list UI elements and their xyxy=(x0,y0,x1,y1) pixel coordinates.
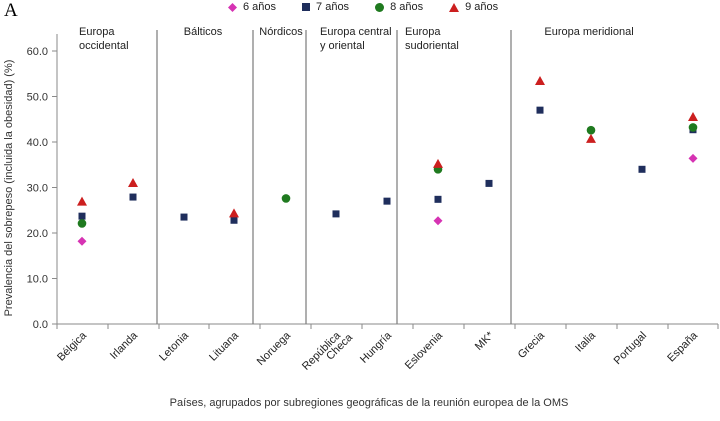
legend-label-6: 6 años xyxy=(243,1,277,13)
marker-triangle xyxy=(128,177,138,187)
x-tick-label: Portugal xyxy=(612,330,649,367)
marker-diamond xyxy=(77,236,87,246)
legend-item-8: 8 años xyxy=(375,0,423,14)
x-tick-label: Noruega xyxy=(255,329,294,368)
x-tick-label: Lituana xyxy=(207,329,242,364)
x-tick-label: Hungría xyxy=(358,329,395,366)
circle-marker-icon xyxy=(375,2,385,12)
region-label: Europa meridional xyxy=(544,26,633,38)
marker-triangle xyxy=(433,158,443,168)
marker-square xyxy=(536,106,544,114)
marker-triangle xyxy=(229,208,239,218)
y-tick-label: 20.0 xyxy=(27,228,48,240)
region-label: y oriental xyxy=(320,40,365,52)
marker-triangle xyxy=(586,133,596,143)
x-tick-label: MK* xyxy=(473,329,497,353)
x-tick-label: Irlanda xyxy=(108,329,141,362)
x-tick-label: Bélgica xyxy=(55,329,90,364)
marker-square xyxy=(78,212,86,220)
region-label: sudoriental xyxy=(405,40,459,52)
y-tick-label: 50.0 xyxy=(27,92,48,104)
y-axis-title: Prevalencia del sobrepeso (incluida la o… xyxy=(3,60,15,317)
y-tick-label: 60.0 xyxy=(27,46,48,58)
marker-square xyxy=(383,197,391,205)
y-tick-label: 0.0 xyxy=(33,319,48,331)
marker-square xyxy=(638,165,646,173)
x-tick-label: Grecia xyxy=(516,329,548,361)
region-label: Europa xyxy=(79,26,115,38)
marker-square xyxy=(332,210,340,218)
legend-label-8: 8 años xyxy=(390,1,424,13)
y-tick-label: 30.0 xyxy=(27,183,48,195)
x-tick-label: Eslovenia xyxy=(403,329,446,372)
marker-square xyxy=(434,195,442,203)
x-tick-label: España xyxy=(665,329,700,364)
marker-triangle xyxy=(535,76,545,86)
region-label: Bálticos xyxy=(184,26,223,38)
marker-triangle xyxy=(77,196,87,206)
legend-item-7: 7 años xyxy=(302,0,349,14)
legend-item-6: 6 años xyxy=(228,0,276,14)
diamond-marker-icon xyxy=(228,2,237,12)
marker-diamond xyxy=(433,216,443,226)
x-tick-label: Letonia xyxy=(157,329,192,364)
x-tick-label: Italia xyxy=(573,329,599,355)
region-label: Nórdicos xyxy=(259,26,303,38)
marker-circle xyxy=(586,125,596,135)
marker-diamond xyxy=(688,153,698,163)
x-axis-title: Países, agrupados por subregiones geográ… xyxy=(170,397,569,409)
marker-square xyxy=(485,179,493,187)
legend: 6 años 7 años 8 años 9 años xyxy=(228,0,524,14)
marker-circle xyxy=(77,219,87,228)
legend-label-9: 9 años xyxy=(465,1,499,13)
legend-item-9: 9 años xyxy=(449,0,498,14)
legend-label-7: 7 años xyxy=(316,1,350,13)
marker-square xyxy=(129,193,137,201)
marker-triangle xyxy=(688,111,698,121)
marker-square xyxy=(180,213,188,221)
marker-square xyxy=(230,216,238,224)
region-label: Europa central xyxy=(320,26,392,38)
square-marker-icon xyxy=(302,3,311,11)
y-tick-label: 10.0 xyxy=(27,274,48,286)
panel-letter: A xyxy=(4,0,18,21)
y-tick-label: 40.0 xyxy=(27,137,48,149)
region-label: Europa xyxy=(405,26,441,38)
marker-circle xyxy=(688,123,698,132)
region-label: occidental xyxy=(79,40,129,52)
triangle-marker-icon xyxy=(449,2,460,12)
marker-circle xyxy=(281,194,291,203)
